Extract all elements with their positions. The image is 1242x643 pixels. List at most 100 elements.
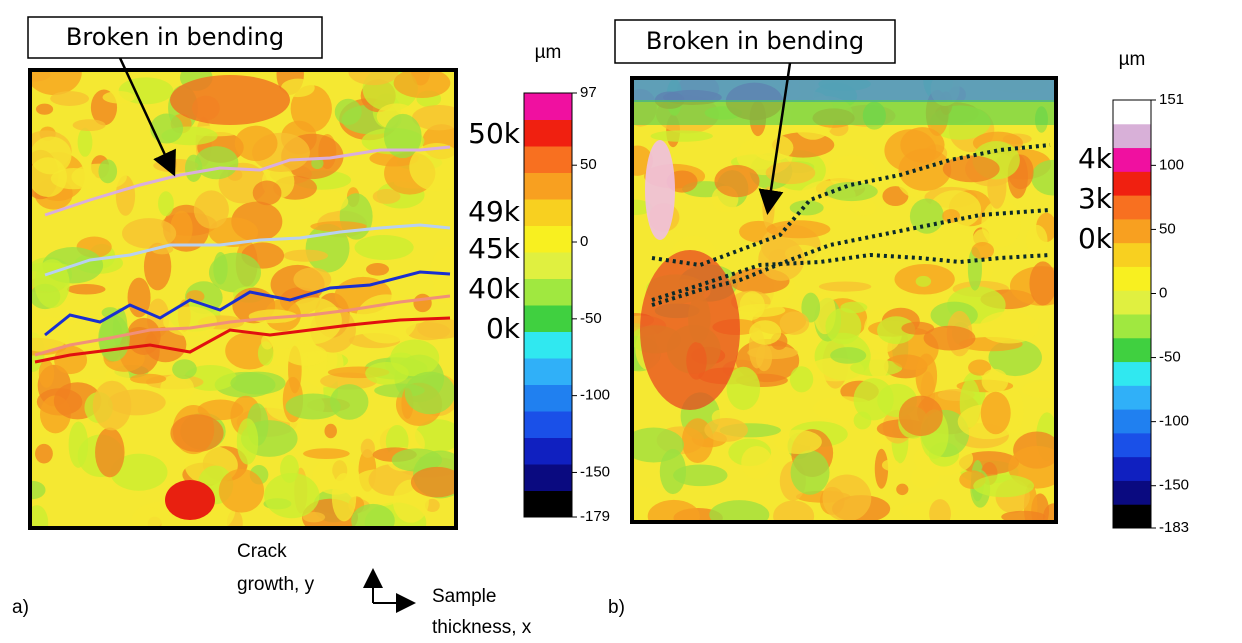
map-texture bbox=[354, 235, 414, 260]
colorbar-band bbox=[1113, 266, 1151, 291]
front-line bbox=[44, 145, 451, 217]
map-texture bbox=[645, 140, 675, 240]
map-texture bbox=[383, 113, 422, 159]
panel-label: a) bbox=[12, 597, 29, 618]
front-line bbox=[44, 270, 451, 337]
callout-box bbox=[614, 19, 896, 64]
map-texture bbox=[218, 468, 265, 513]
arrow bbox=[758, 62, 792, 215]
map-texture bbox=[77, 127, 93, 157]
tick-label: -100 bbox=[580, 387, 610, 404]
map-texture bbox=[115, 175, 136, 216]
map-texture bbox=[749, 320, 782, 345]
map-texture bbox=[898, 395, 943, 437]
map-texture bbox=[236, 418, 259, 465]
tick-label: -150 bbox=[580, 463, 610, 480]
map-texture bbox=[752, 134, 794, 161]
map-texture bbox=[261, 334, 274, 350]
map-texture bbox=[766, 220, 831, 239]
colorbar-unit: µm bbox=[535, 42, 562, 63]
map-texture bbox=[126, 317, 161, 355]
map-texture bbox=[673, 464, 728, 487]
map-texture bbox=[874, 448, 889, 489]
tick-label: 0 bbox=[1159, 284, 1167, 301]
map-texture bbox=[32, 505, 49, 526]
map-texture bbox=[372, 189, 401, 204]
map-texture bbox=[828, 155, 877, 191]
map-texture bbox=[95, 427, 125, 478]
map-texture bbox=[981, 199, 1021, 248]
map-texture bbox=[285, 393, 341, 420]
map-texture bbox=[184, 154, 203, 182]
colorbar-band bbox=[1113, 432, 1151, 458]
map-texture bbox=[110, 453, 168, 491]
map-texture bbox=[634, 427, 684, 463]
map-texture bbox=[170, 210, 193, 247]
map-texture bbox=[971, 241, 995, 260]
map-texture bbox=[334, 98, 362, 126]
map-texture bbox=[758, 237, 805, 281]
map-texture bbox=[640, 250, 740, 410]
map-texture bbox=[303, 448, 350, 459]
map-texture bbox=[1031, 159, 1054, 196]
front-line bbox=[651, 208, 1051, 307]
map-texture bbox=[32, 72, 82, 96]
map-texture bbox=[302, 511, 326, 523]
map-texture bbox=[284, 344, 328, 366]
map-texture bbox=[280, 78, 315, 98]
front-label: 0k bbox=[1078, 222, 1113, 255]
map-texture bbox=[35, 443, 53, 464]
map-texture bbox=[1025, 224, 1048, 255]
map-texture bbox=[915, 353, 938, 398]
colorbar-band bbox=[524, 490, 572, 518]
colorbar-band bbox=[1113, 409, 1151, 434]
map-texture bbox=[143, 242, 172, 291]
map-texture bbox=[122, 218, 177, 249]
tick-label: 50 bbox=[580, 156, 597, 173]
map-texture bbox=[929, 499, 951, 520]
map-texture bbox=[32, 480, 46, 500]
map-texture bbox=[825, 181, 878, 202]
map-texture bbox=[882, 186, 909, 207]
colorbar-band bbox=[524, 93, 572, 120]
map-texture bbox=[230, 371, 286, 395]
map-texture bbox=[853, 378, 894, 421]
front-label: 40k bbox=[468, 272, 521, 305]
map-texture bbox=[393, 72, 451, 98]
colorbar-band bbox=[524, 172, 572, 200]
map-texture bbox=[252, 180, 282, 206]
colorbar-band bbox=[1113, 147, 1151, 172]
map-texture bbox=[726, 366, 761, 411]
colorbar-band bbox=[524, 252, 572, 279]
tick-label: -179 bbox=[580, 508, 610, 525]
front-line bbox=[44, 223, 451, 277]
map-texture bbox=[92, 380, 132, 431]
map-texture bbox=[870, 253, 907, 264]
colorbar-band bbox=[1113, 171, 1151, 196]
colorbar-band bbox=[524, 305, 572, 332]
map-texture bbox=[773, 500, 815, 520]
tick-label: 0 bbox=[580, 233, 588, 250]
map-texture bbox=[299, 190, 349, 214]
tick-label: 50 bbox=[1159, 220, 1176, 237]
colorbar-band bbox=[1113, 504, 1151, 529]
map-texture bbox=[979, 311, 1039, 344]
axis-label: thickness, x bbox=[432, 617, 532, 638]
map-texture bbox=[915, 275, 932, 287]
map-texture bbox=[38, 359, 55, 388]
map-texture bbox=[881, 459, 900, 471]
colorbar-band bbox=[1113, 123, 1151, 149]
map-texture bbox=[293, 267, 332, 292]
colorbar-band bbox=[524, 464, 572, 491]
colorbar-band bbox=[1113, 290, 1151, 315]
axis-label: growth, y bbox=[237, 574, 315, 595]
map-texture bbox=[1029, 261, 1054, 306]
colorbar-frame bbox=[1112, 99, 1152, 529]
map-texture bbox=[165, 480, 215, 520]
tick-label: -50 bbox=[1159, 349, 1181, 366]
map-texture bbox=[172, 359, 197, 380]
callout-box bbox=[27, 16, 323, 59]
colorbar-band bbox=[524, 146, 572, 173]
map-texture bbox=[404, 371, 454, 415]
colorbar-band bbox=[524, 225, 572, 253]
